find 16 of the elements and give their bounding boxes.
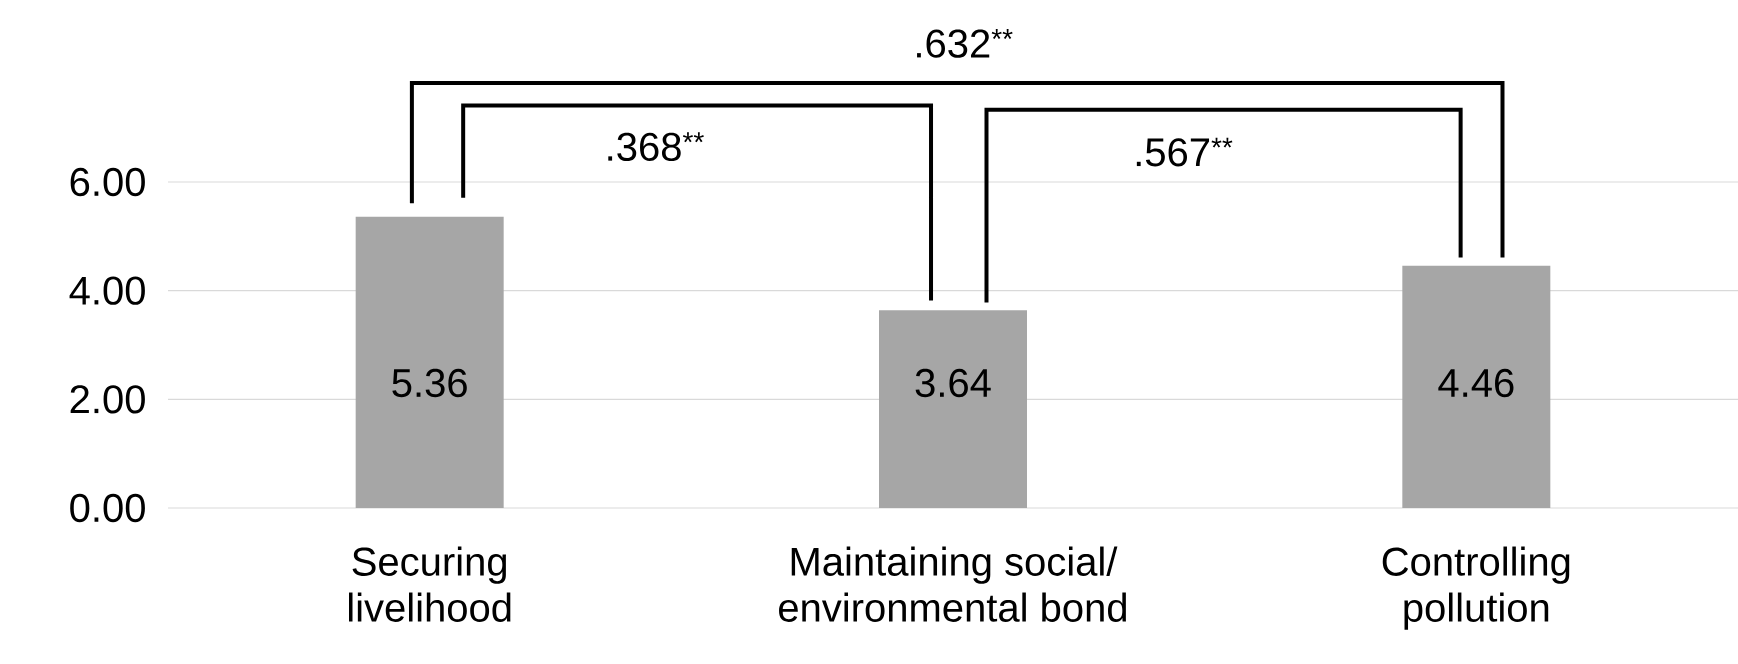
- x-tick-label: Controlling pollution: [1382, 546, 1570, 630]
- bar: [1402, 265, 1551, 508]
- text: .368$^{**}$: [608, 132, 704, 162]
- data-label: 3.64: [915, 368, 991, 398]
- y-tick-label: 6.00: [70, 167, 145, 197]
- y-tick-label: 4.00: [69, 276, 145, 305]
- text: .632$^{**}$: [917, 29, 1013, 58]
- bar: [879, 310, 1027, 508]
- y-tick-label: 0.00: [70, 493, 145, 523]
- bar: [355, 216, 504, 508]
- data-label: 4.46: [1438, 368, 1514, 398]
- text: .567$^{**}$: [1136, 137, 1233, 167]
- x-tick-label: Securing livelihood: [348, 546, 511, 622]
- data-label: 5.36: [392, 368, 467, 398]
- y-tick-label: 2.00: [70, 385, 145, 414]
- x-tick-label: Maintaining social/ environmental bond: [779, 546, 1126, 622]
